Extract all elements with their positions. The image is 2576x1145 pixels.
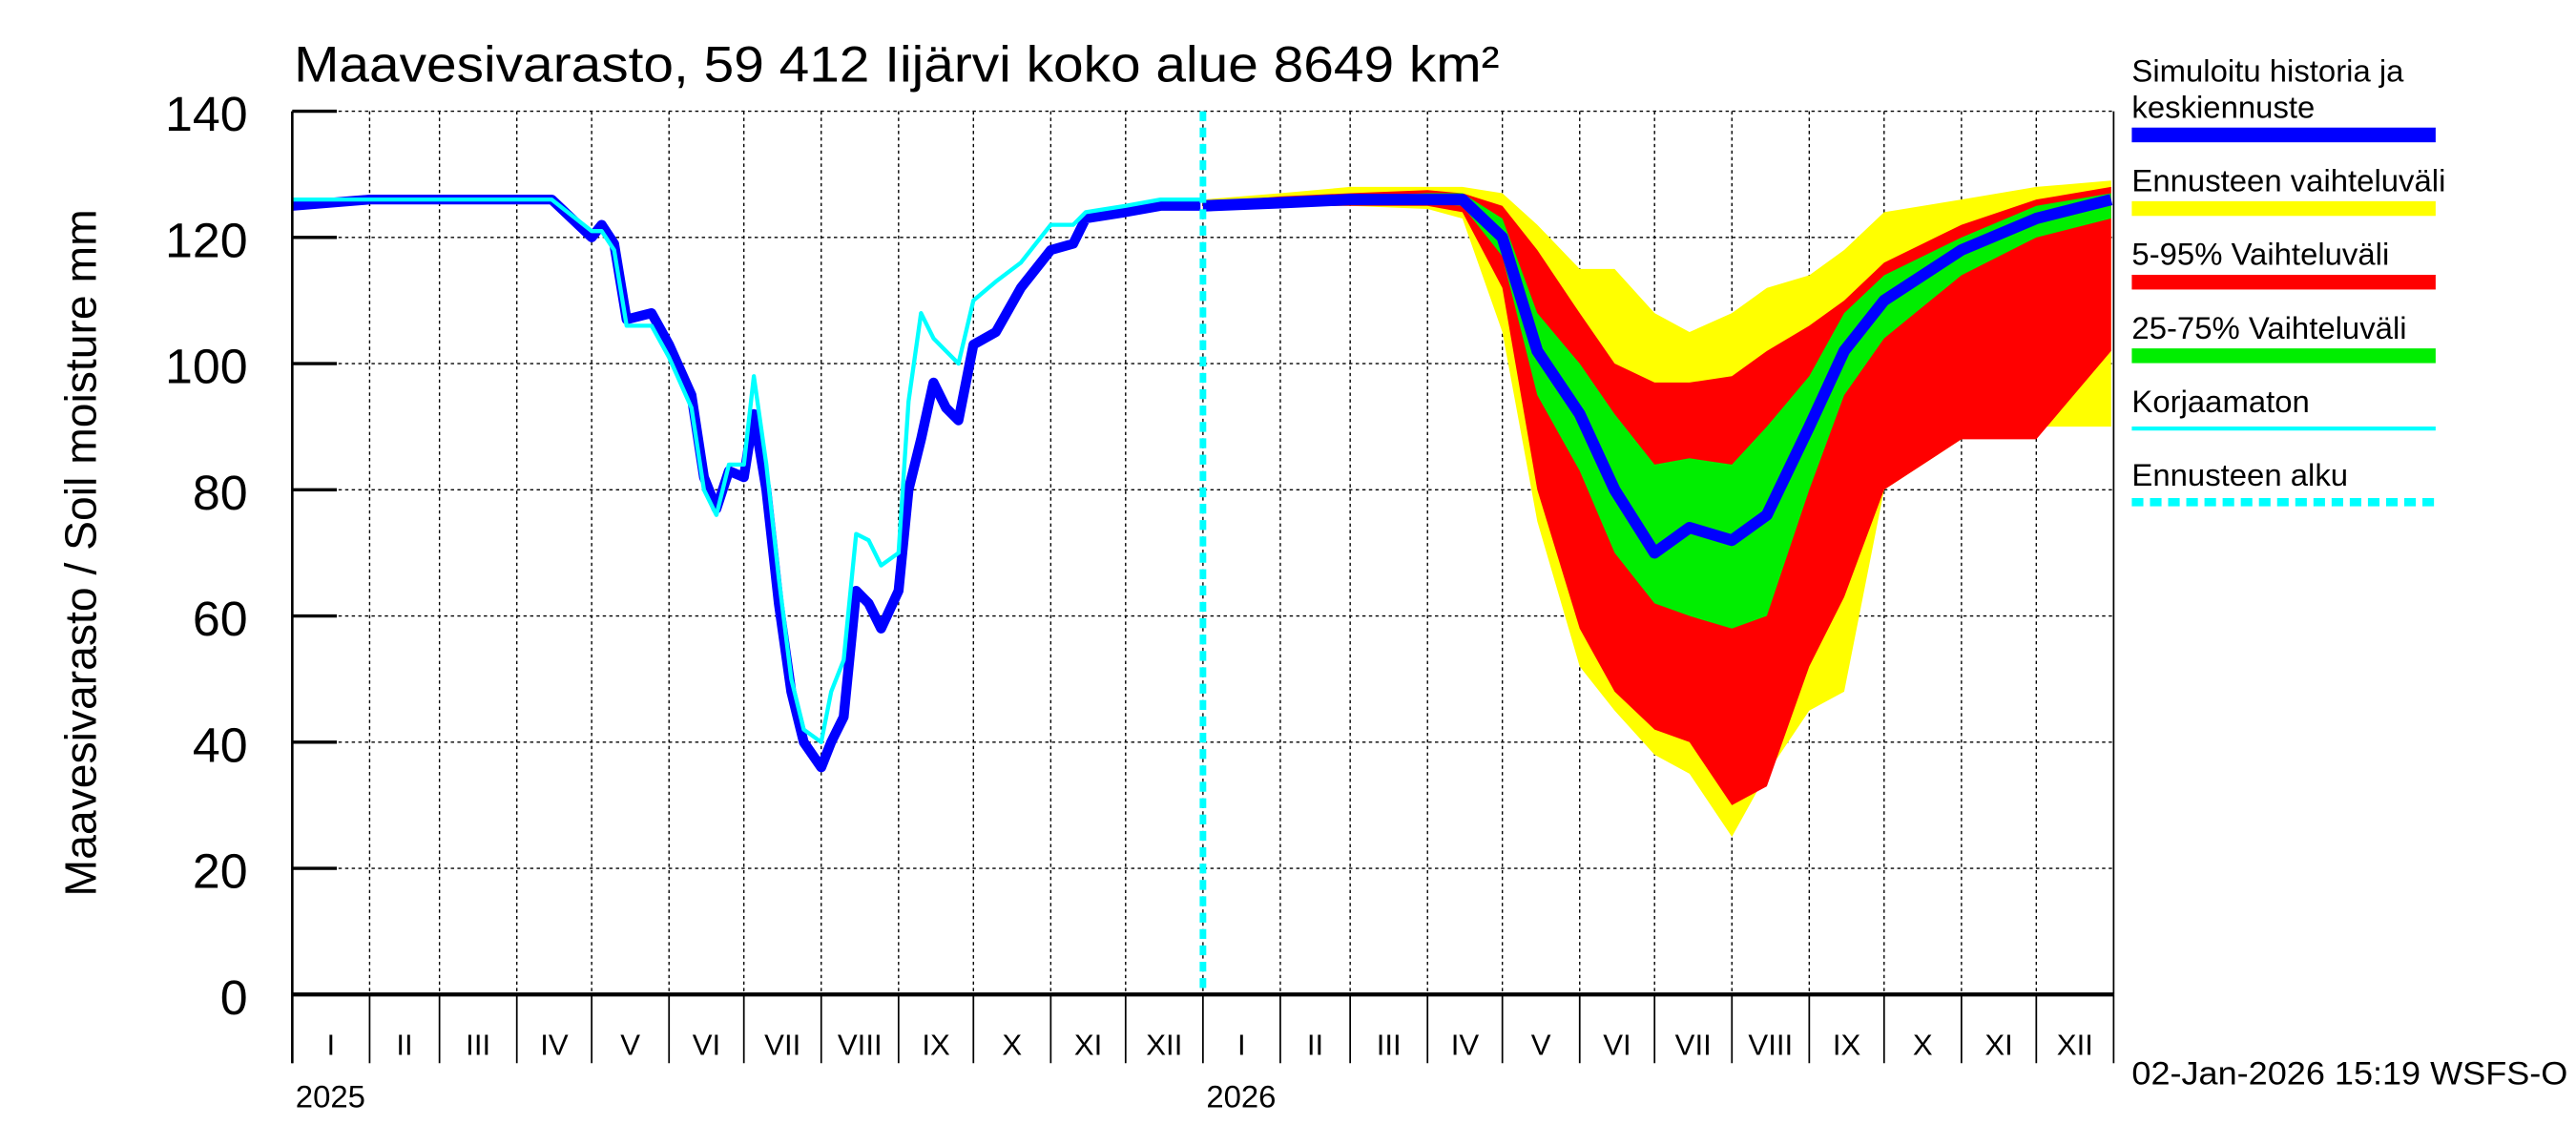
y-tick-label: 80 — [193, 465, 248, 520]
legend-label: Ennusteen vaihteluväli — [2131, 163, 2445, 198]
month-label: II — [1307, 1029, 1323, 1062]
month-label: I — [1237, 1029, 1246, 1062]
y-tick-label: 0 — [220, 969, 248, 1025]
month-label: II — [396, 1029, 412, 1062]
y-tick-label: 100 — [165, 339, 248, 394]
legend-swatch — [2131, 200, 2436, 217]
forecast-median-line — [1202, 194, 2113, 559]
y-tick-label: 20 — [193, 843, 248, 899]
y-tick-label: 40 — [193, 718, 248, 773]
month-label: IX — [1833, 1029, 1861, 1062]
month-label: XI — [1074, 1029, 1102, 1062]
month-label: VIII — [1748, 1029, 1793, 1062]
legend-label: Simuloitu historia ja — [2131, 53, 2404, 89]
legend-swatch — [2131, 275, 2436, 290]
month-label: VII — [764, 1029, 800, 1062]
chart-title: Maavesivarasto, 59 412 Iijärvi koko alue… — [294, 37, 1499, 94]
month-label: IV — [540, 1029, 569, 1062]
footer-timestamp: 02-Jan-2026 15:19 WSFS-O — [2131, 1056, 2567, 1093]
month-label: III — [1377, 1029, 1402, 1062]
legend-label: Korjaamaton — [2131, 384, 2309, 419]
month-label: XII — [1146, 1029, 1182, 1062]
month-label: X — [1913, 1029, 1933, 1062]
month-label: XI — [1984, 1029, 2012, 1062]
y-tick-label: 120 — [165, 213, 248, 268]
legend-label: 5-95% Vaihteluväli — [2131, 237, 2389, 272]
legend-label: 25-75% Vaihteluväli — [2131, 310, 2406, 345]
series-lines — [291, 111, 2113, 995]
month-label: V — [620, 1029, 640, 1062]
history-line — [291, 195, 1201, 773]
month-label: I — [327, 1029, 336, 1062]
y-tick-label: 60 — [193, 591, 248, 646]
month-label: XII — [2057, 1029, 2093, 1062]
month-label: IV — [1451, 1029, 1480, 1062]
uncorrected-line — [292, 198, 1201, 744]
legend-label: keskiennuste — [2131, 90, 2315, 125]
year-label: 2026 — [1206, 1079, 1276, 1114]
legend-swatch — [2131, 127, 2436, 143]
month-label: VIII — [838, 1029, 883, 1062]
year-label: 2025 — [296, 1079, 365, 1114]
forecast-bands — [1202, 180, 2111, 837]
legend-swatch — [2131, 348, 2436, 364]
axes: I II III IV V VI VII VIII IX X XI XII I II III IV V VI VII… — [165, 86, 2115, 1114]
month-label: III — [466, 1029, 490, 1062]
month-label: VII — [1675, 1029, 1712, 1062]
y-tick-label: 140 — [165, 86, 248, 141]
legend-label: Ennusteen alku — [2131, 457, 2348, 492]
month-label: VI — [1603, 1029, 1631, 1062]
month-label: IX — [922, 1029, 950, 1062]
month-label: VI — [693, 1029, 720, 1062]
month-label: X — [1002, 1029, 1022, 1062]
y-axis-label: Maavesivarasto / Soil moisture mm — [55, 209, 105, 896]
month-label: V — [1531, 1029, 1551, 1062]
